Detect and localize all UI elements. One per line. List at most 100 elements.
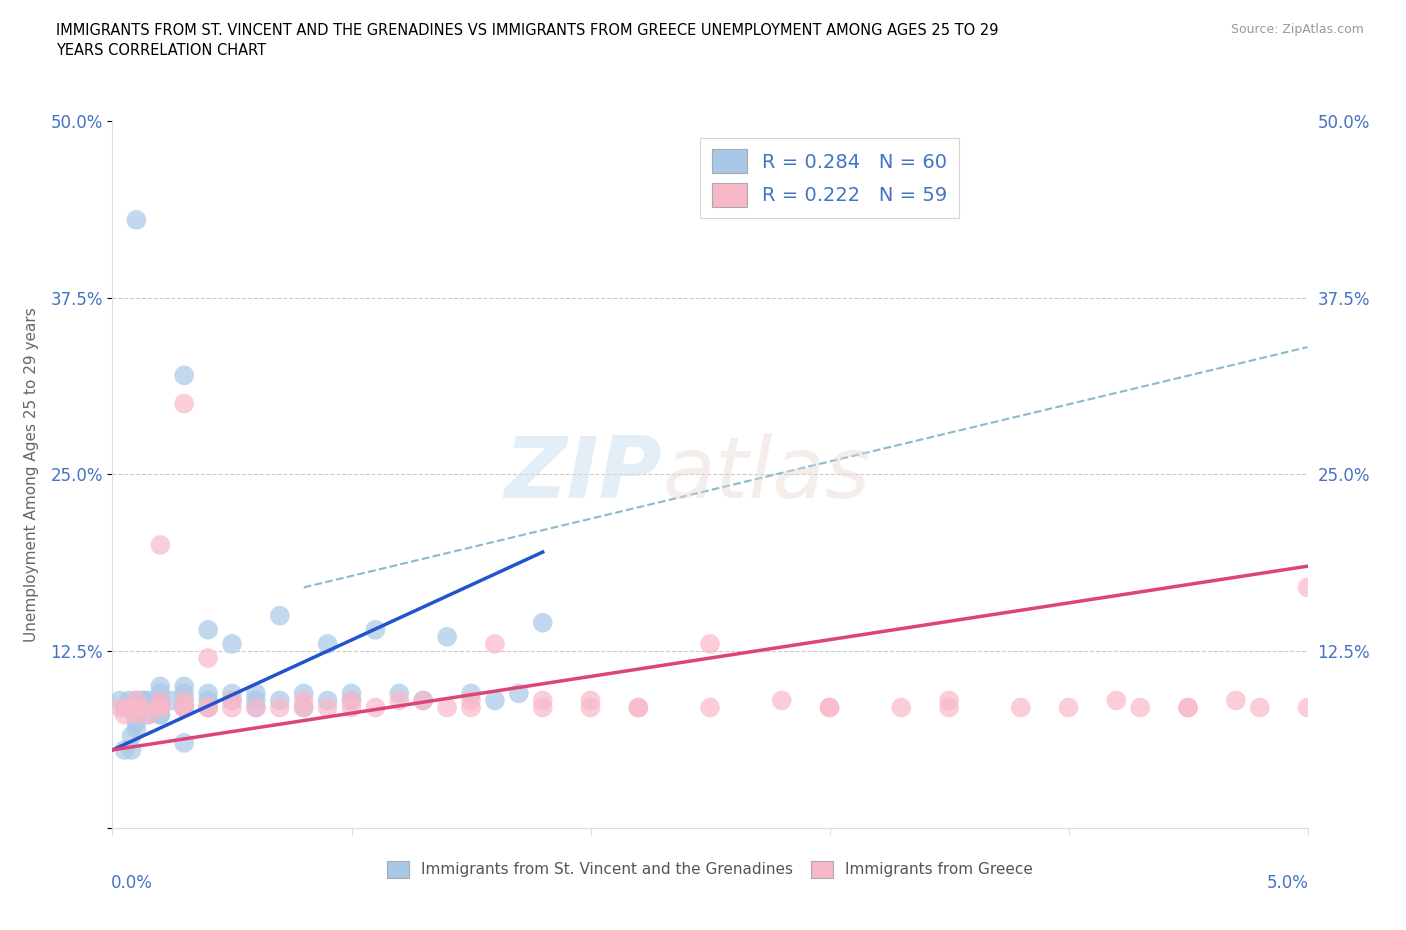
Point [292,693,315,708]
Point [125,714,148,729]
Point [197,700,219,715]
Point [173,700,195,715]
Point [292,700,315,715]
Point [292,700,315,715]
Point [1057,700,1080,715]
Point [460,700,482,715]
Point [173,679,195,694]
Point [149,707,172,722]
Point [125,212,148,227]
Text: IMMIGRANTS FROM ST. VINCENT AND THE GRENADINES VS IMMIGRANTS FROM GREECE UNEMPLO: IMMIGRANTS FROM ST. VINCENT AND THE GREN… [56,23,998,58]
Point [316,693,339,708]
Point [149,693,172,708]
Point [579,693,602,708]
Y-axis label: Unemployment Among Ages 25 to 29 years: Unemployment Among Ages 25 to 29 years [24,307,39,642]
Point [149,686,172,701]
Point [125,700,148,715]
Point [118,700,141,715]
Point [245,700,267,715]
Point [173,686,195,701]
Point [125,707,148,722]
Point [221,636,243,651]
Point [132,693,155,708]
Point [388,686,411,701]
Point [121,728,143,743]
Point [149,700,172,715]
Point [173,368,195,383]
Point [1296,700,1319,715]
Point [699,636,721,651]
Point [531,616,554,631]
Point [460,686,482,701]
Point [436,700,458,715]
Point [770,693,793,708]
Point [114,700,135,715]
Point [114,742,135,757]
Text: 0.0%: 0.0% [111,873,153,892]
Point [316,700,339,715]
Point [364,622,387,637]
Point [138,707,160,722]
Point [129,700,152,715]
Point [125,700,148,715]
Point [1225,693,1247,708]
Point [316,636,339,651]
Point [340,686,363,701]
Point [197,651,219,666]
Point [938,700,960,715]
Point [138,707,160,722]
Point [114,707,135,722]
Point [125,707,148,722]
Point [484,693,506,708]
Point [412,693,434,708]
Point [340,693,363,708]
Point [508,686,530,701]
Point [197,693,219,708]
Point [436,630,458,644]
Point [245,700,267,715]
Point [149,693,172,708]
Point [531,700,554,715]
Point [125,693,148,708]
Point [1105,693,1128,708]
Point [149,538,172,552]
Point [129,700,152,715]
Point [1177,700,1199,715]
Point [197,700,219,715]
Point [125,722,148,737]
Point [162,693,183,708]
Point [460,693,482,708]
Point [149,707,172,722]
Point [531,693,554,708]
Point [173,700,195,715]
Text: atlas: atlas [662,432,870,516]
Point [118,693,141,708]
Point [108,693,131,708]
Point [818,700,841,715]
Point [149,693,172,708]
Point [221,700,243,715]
Point [269,700,291,715]
Point [1129,700,1152,715]
Point [121,742,143,757]
Point [388,693,411,708]
Point [1296,580,1319,595]
Text: Source: ZipAtlas.com: Source: ZipAtlas.com [1230,23,1364,36]
Point [129,693,152,708]
Point [221,686,243,701]
Point [412,693,434,708]
Point [173,700,195,715]
Point [1249,700,1271,715]
Text: ZIP: ZIP [505,432,662,516]
Point [364,700,387,715]
Point [173,396,195,411]
Point [699,700,721,715]
Point [579,700,602,715]
Point [938,693,960,708]
Point [197,700,219,715]
Point [269,693,291,708]
Point [173,700,195,715]
Point [173,736,195,751]
Point [269,608,291,623]
Point [340,700,363,715]
